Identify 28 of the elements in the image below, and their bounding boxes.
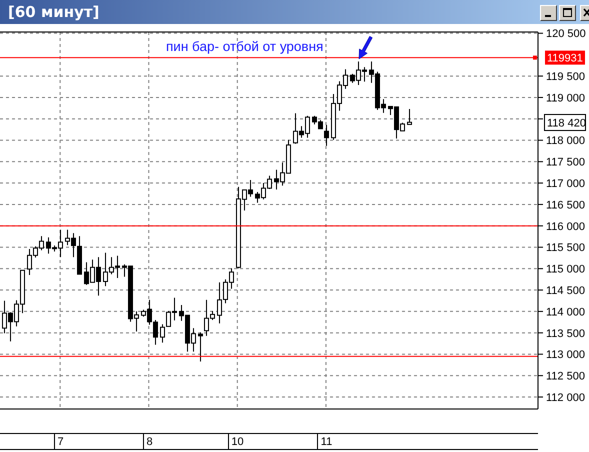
y-tick-label: 114 000 — [546, 306, 585, 318]
y-tick-label: 112 500 — [546, 370, 585, 383]
y-tick-label: 117 000 — [546, 178, 585, 190]
y-tick-label: 114 500 — [546, 284, 585, 297]
y-tick-label: 115 500 — [546, 242, 585, 254]
candlestick — [407, 108, 412, 125]
y-tick-label: 113 500 — [546, 328, 585, 340]
candlestick — [198, 332, 203, 362]
y-tick-label: 118 000 — [546, 135, 585, 148]
chart-title: [60 минут] — [8, 2, 100, 22]
x-tick-label: 11 — [320, 436, 332, 448]
ref-line-label: 119931 — [547, 52, 583, 65]
annotation: пин бар- отбой от уровня — [166, 39, 324, 54]
y-tick-label: 119 000 — [546, 92, 585, 104]
y-tick-label: 120 500 — [546, 28, 586, 40]
y-tick-label: 112 000 — [546, 392, 585, 404]
text: 118 420 — [547, 117, 586, 130]
candlestick — [160, 324, 165, 344]
y-tick-label: 116 500 — [546, 199, 585, 212]
y-tick-label: 117 500 — [546, 156, 585, 169]
y-tick-label: 113 000 — [546, 349, 585, 362]
x-tick-label: 8 — [146, 436, 153, 448]
y-tick-label: 115 000 — [546, 264, 585, 276]
x-tick-label: 10 — [231, 436, 244, 448]
y-tick-label: 116 000 — [546, 220, 585, 233]
candlestick — [324, 124, 329, 146]
y-tick-label: 119 500 — [546, 71, 585, 84]
x-tick-label: 7 — [57, 436, 64, 448]
